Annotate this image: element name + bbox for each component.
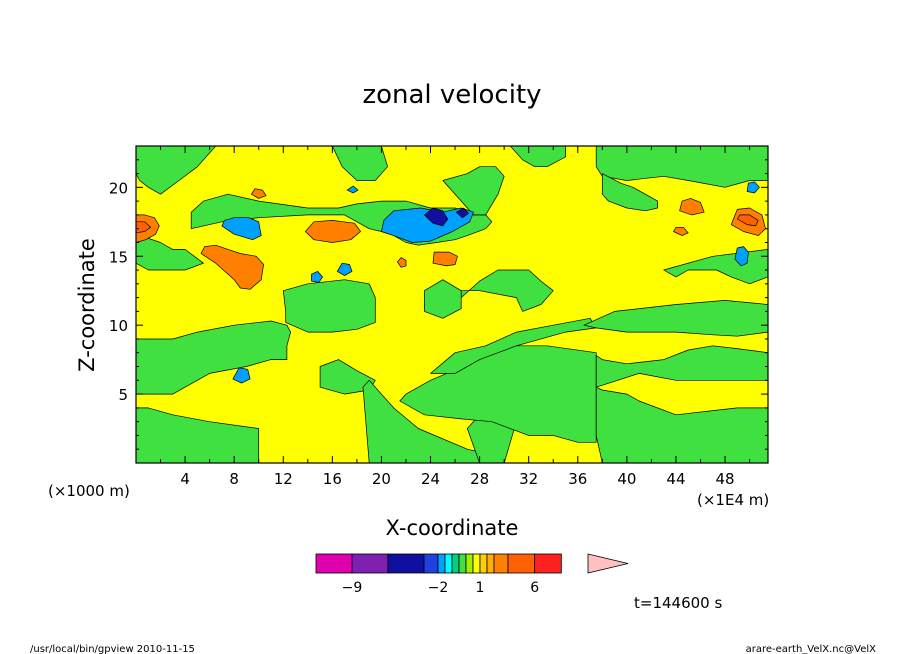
- contour-region-32: [381, 207, 474, 243]
- colorbar-label: −2: [428, 580, 449, 596]
- colorbar-label: 6: [530, 580, 539, 596]
- contour-region-42: [136, 221, 152, 234]
- x-tick-label: 24: [421, 470, 440, 488]
- contour-region-7: [595, 386, 768, 463]
- y-tick-label: 15: [109, 248, 128, 266]
- y-tick-label: 5: [118, 386, 128, 404]
- y-tick-label: 20: [109, 179, 128, 197]
- contour-region-30: [673, 226, 689, 236]
- contour-region-34: [336, 262, 353, 276]
- contour-region-25: [432, 251, 458, 267]
- colorbar-segment: [444, 553, 453, 574]
- x-tick-label: 20: [372, 470, 391, 488]
- contour-region-28: [679, 198, 705, 216]
- colorbar-extension-arrow: [587, 553, 629, 574]
- colorbar-segment: [423, 553, 439, 574]
- x-tick-label: 12: [274, 470, 293, 488]
- colorbar-label: 1: [476, 580, 485, 596]
- contour-fill-layer: [136, 146, 768, 463]
- plot-frame: [135, 145, 769, 464]
- x-tick-label: 40: [617, 470, 636, 488]
- contour-region-31: [221, 217, 262, 241]
- contour-region-39: [424, 207, 449, 227]
- x-tick-label: 32: [519, 470, 538, 488]
- y-axis-ticks: 5 10 15 20: [109, 159, 768, 450]
- x-tick-label: 48: [716, 470, 735, 488]
- contour-region-33: [311, 271, 323, 283]
- contour-region-38: [346, 185, 359, 194]
- colorbar-segment: [486, 553, 495, 574]
- x-axis-ticks: 4 8 12 16 20 24 28 32 36 40 44 48: [160, 146, 751, 488]
- contour-region-18: [509, 146, 566, 168]
- x-tick-label: 44: [666, 470, 685, 488]
- contour-region-19: [595, 146, 768, 188]
- contour-region-11: [436, 269, 554, 312]
- contour-region-1: [136, 320, 291, 395]
- contour-region-36: [734, 246, 749, 267]
- contour-region-14: [136, 146, 217, 195]
- contour-region-37: [746, 181, 760, 194]
- colorbar-segment: [315, 553, 353, 574]
- x-scale-note-right: (×1E4 m): [697, 491, 769, 509]
- colorbar-segment: [507, 553, 536, 574]
- x-axis-label: X-coordinate: [386, 516, 519, 540]
- contour-region-12: [424, 279, 462, 319]
- colorbar-segment: [351, 553, 389, 574]
- contour-region-40: [455, 207, 469, 219]
- chart-title: zonal velocity: [362, 80, 541, 110]
- colorbar-segment: [465, 553, 474, 574]
- contour-region-15: [136, 237, 204, 271]
- x-tick-label: 4: [180, 470, 190, 488]
- contour-region-41: [736, 214, 759, 227]
- colorbar-segment: [458, 553, 467, 574]
- colorbar: −9 −2 1 6: [315, 553, 629, 596]
- x-tick-label: 36: [568, 470, 587, 488]
- x-tick-label: 16: [323, 470, 342, 488]
- contour-region-23: [200, 244, 264, 290]
- contour-region-29: [251, 188, 267, 199]
- contour-region-35: [232, 367, 251, 384]
- footer-right: arare-earth_VelX.nc@VelX: [746, 644, 877, 654]
- colorbar-label: −9: [342, 580, 363, 596]
- y-tick-label: 10: [109, 317, 128, 335]
- contour-region-24: [305, 220, 361, 243]
- contour-region-9: [583, 300, 768, 337]
- contour-region-17: [331, 146, 388, 181]
- contour-region-10: [282, 279, 376, 333]
- x-tick-label: 28: [470, 470, 489, 488]
- colorbar-segment: [387, 553, 425, 574]
- colorbar-segment: [472, 553, 481, 574]
- colorbar-segment: [437, 553, 446, 574]
- contour-region-21: [442, 166, 505, 216]
- colorbar-segment: [479, 553, 488, 574]
- footer-left: /usr/local/bin/gpview 2010-11-15: [30, 644, 195, 654]
- colorbar-segment: [534, 553, 562, 574]
- x-tick-label: 8: [229, 470, 239, 488]
- contour-region-8: [595, 345, 768, 388]
- contour-region-2: [319, 359, 376, 395]
- colorbar-segment: [451, 553, 460, 574]
- contour-region-26: [397, 257, 407, 268]
- y-axis-label: Z-coordinate: [75, 238, 99, 372]
- contour-region-20: [601, 173, 658, 212]
- time-label: t=144600 s: [634, 594, 722, 612]
- colorbar-segment: [493, 553, 509, 574]
- x-scale-note-left: (×1000 m): [48, 482, 130, 500]
